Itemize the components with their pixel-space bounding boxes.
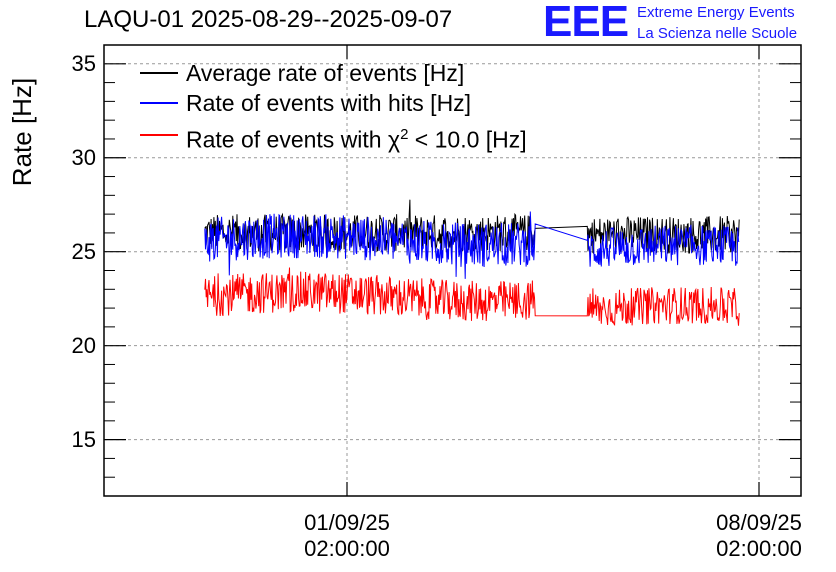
chi-symbol: χ <box>388 126 401 153</box>
y-axis-label: Rate [Hz] <box>6 77 37 187</box>
legend-swatch-blue <box>140 102 178 104</box>
series-line-1 <box>204 211 740 279</box>
chart-title: LAQU-01 2025-08-29--2025-09-07 <box>84 6 453 33</box>
y-tick-label: 20 <box>71 332 96 358</box>
logo-line-1: Extreme Energy Events <box>637 4 795 21</box>
series-line-2 <box>204 267 740 326</box>
legend-label-chi2: Rate of events with χ2 < 10.0 [Hz] <box>186 120 527 155</box>
x-tick-date: 08/09/25 <box>716 510 802 535</box>
y-tick-label: 15 <box>71 426 96 452</box>
legend-swatch-black <box>140 72 178 74</box>
x-tick-label: 01/09/25 02:00:00 <box>277 510 417 562</box>
x-tick-time: 02:00:00 <box>716 536 802 561</box>
y-tick-label: 30 <box>71 144 96 170</box>
legend-item-average: Average rate of events [Hz] <box>140 58 600 88</box>
y-tick-label: 25 <box>71 238 96 264</box>
legend-label-average: Average rate of events [Hz] <box>186 60 465 86</box>
legend-item-hits: Rate of events with hits [Hz] <box>140 88 600 118</box>
logo-line-2: La Scienza nelle Scuole <box>637 25 798 42</box>
chi-superscript: 2 <box>400 126 409 143</box>
legend-swatch-red <box>140 134 178 136</box>
x-tick-date: 01/09/25 <box>304 510 390 535</box>
x-tick-label: 08/09/25 02:00:00 <box>689 510 829 562</box>
eee-logo: EEE <box>543 0 629 46</box>
legend-chi2-text-a: Rate of events with <box>186 126 388 153</box>
x-tick-time: 02:00:00 <box>304 536 390 561</box>
legend-label-hits: Rate of events with hits [Hz] <box>186 90 472 116</box>
y-tick-label: 35 <box>71 50 96 76</box>
legend-item-chi2: Rate of events with χ2 < 10.0 [Hz] <box>140 120 600 153</box>
legend-chi2-text-b: < 10.0 [Hz] <box>408 126 527 153</box>
